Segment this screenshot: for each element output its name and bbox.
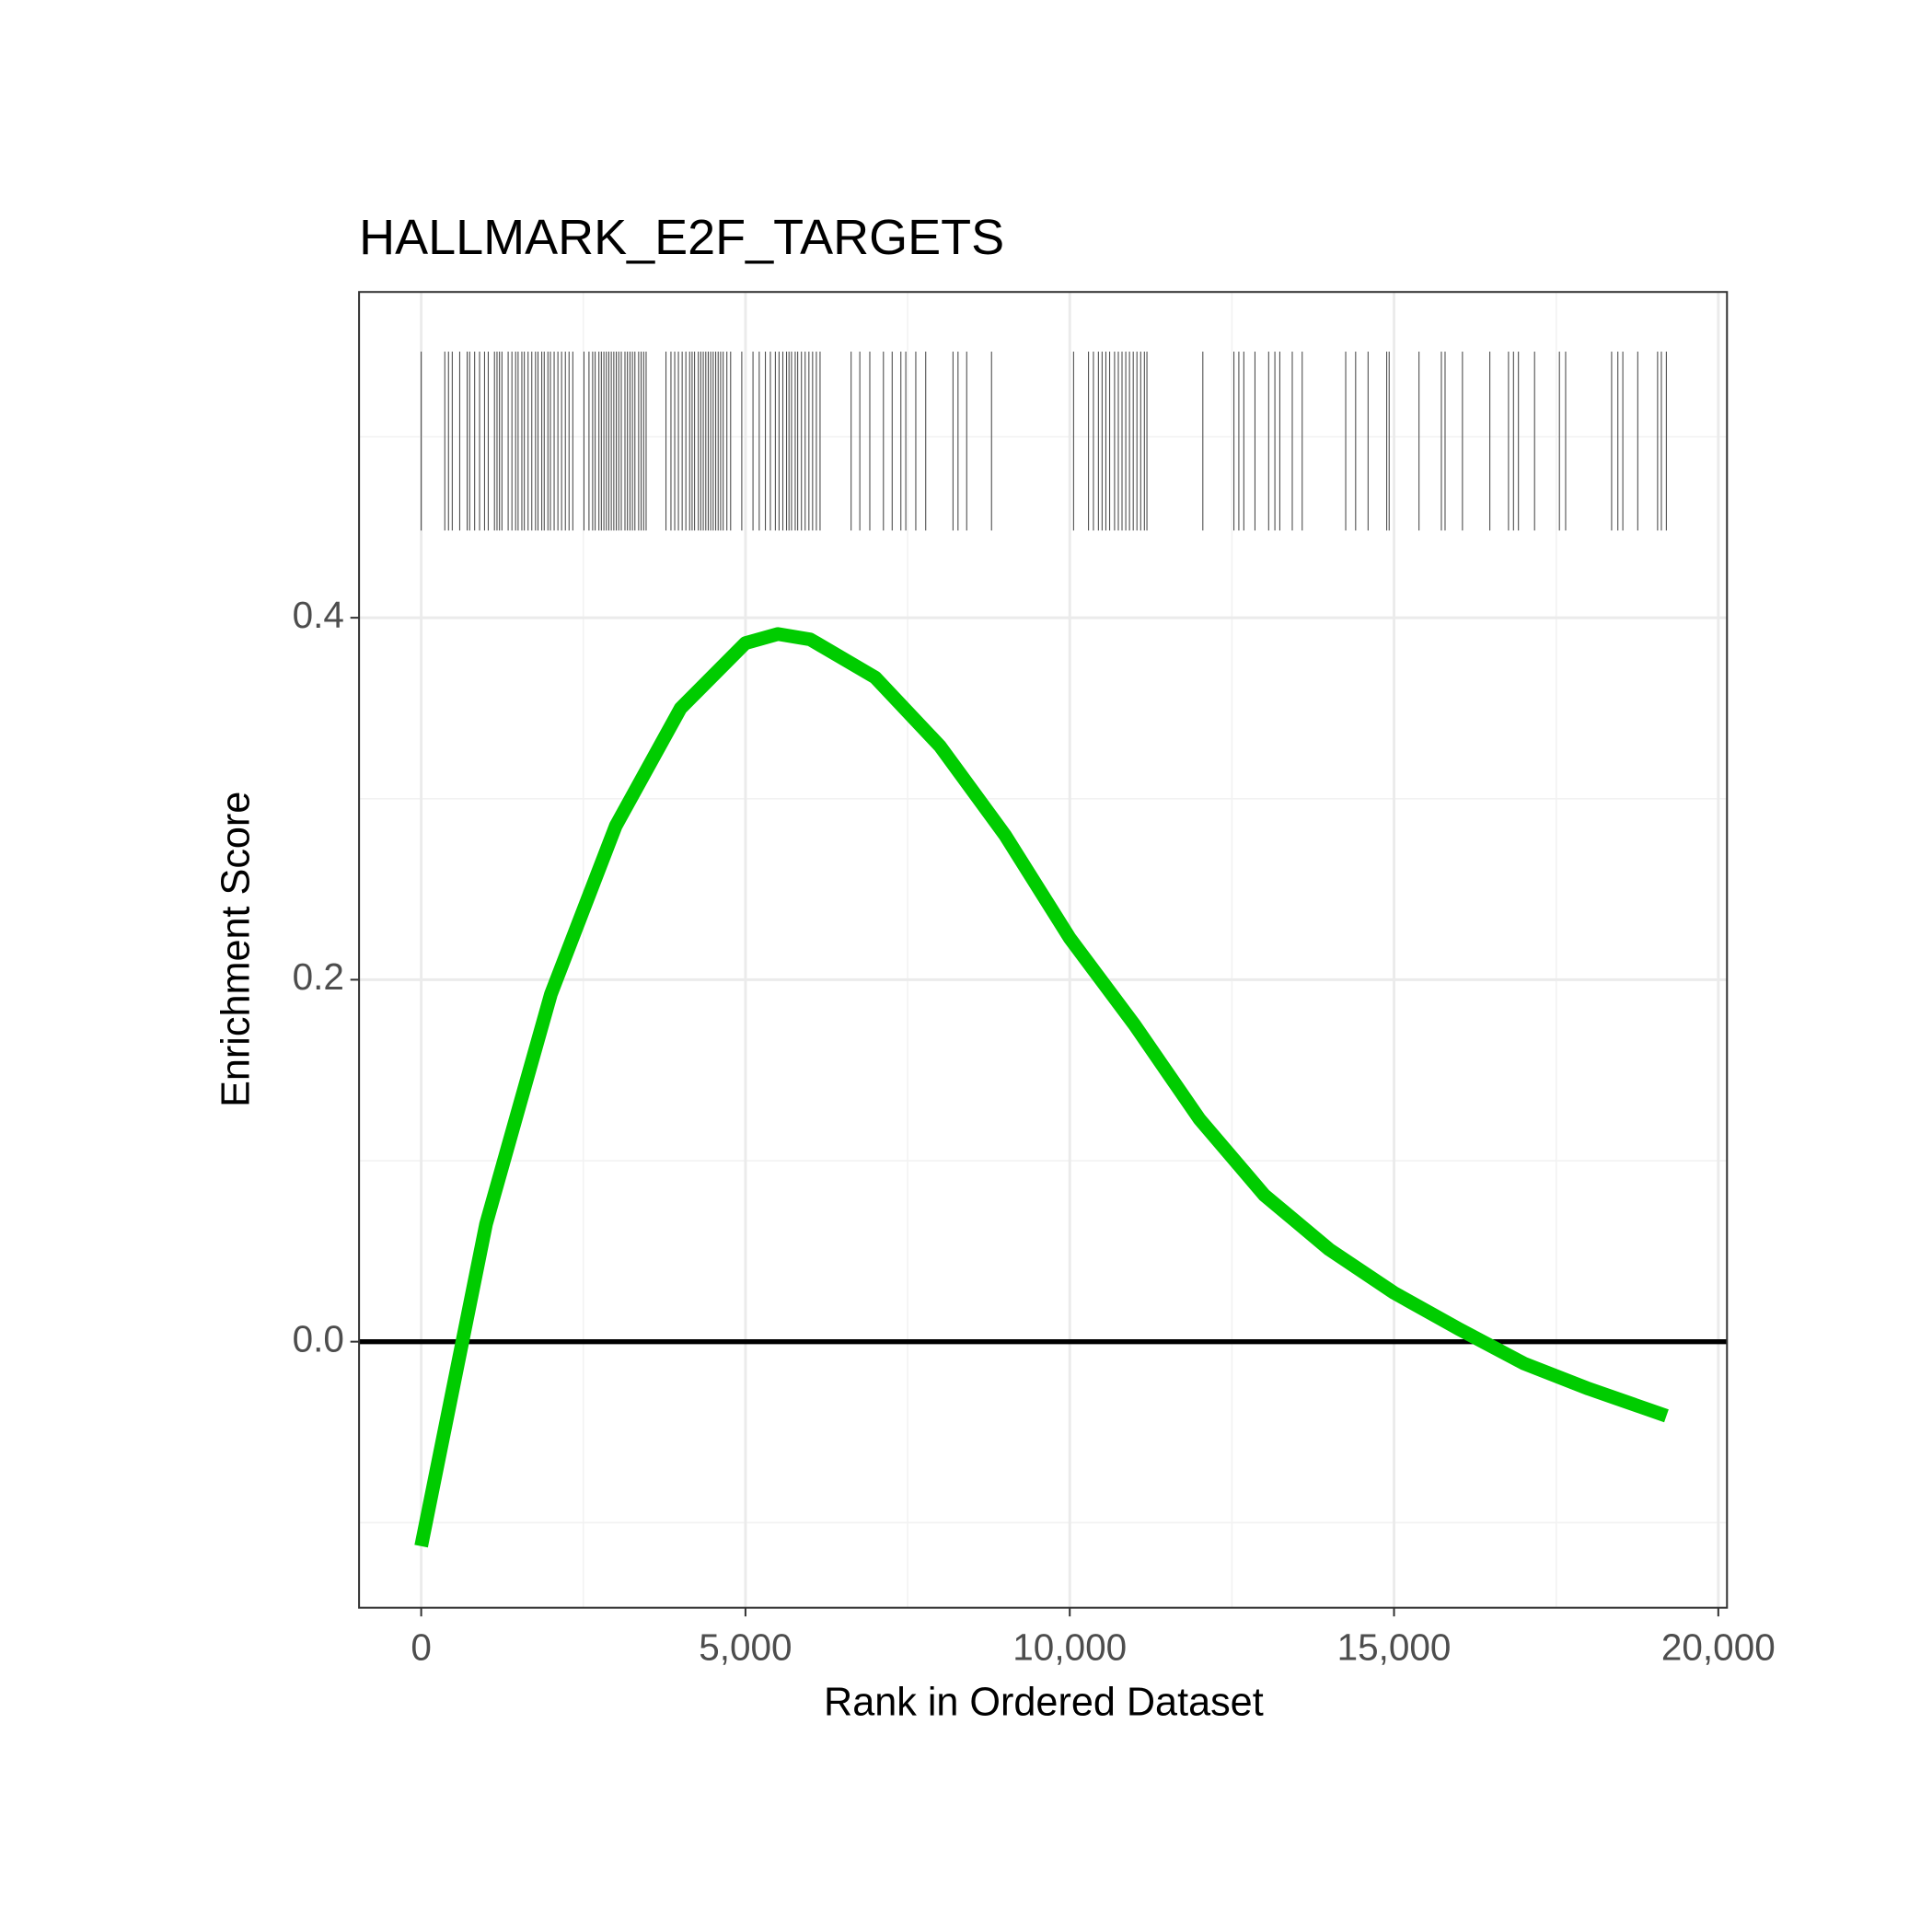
x-tick-label: 0 — [411, 1625, 432, 1668]
y-tick-label: 0.0 — [293, 1317, 344, 1359]
x-axis-title: Rank in Ordered Dataset — [824, 1680, 1264, 1724]
y-axis-title: Enrichment Score — [214, 792, 259, 1107]
x-tick-label: 5,000 — [699, 1625, 792, 1668]
x-tick-label: 15,000 — [1337, 1625, 1452, 1668]
x-tick-label: 10,000 — [1012, 1625, 1127, 1668]
x-tick-label: 20,000 — [1661, 1625, 1776, 1668]
es-line — [414, 627, 1669, 1548]
y-tick-label: 0.4 — [293, 594, 344, 636]
chart-title: HALLMARK_E2F_TARGETS — [359, 210, 1004, 265]
y-tick-label: 0.2 — [293, 955, 344, 998]
panel-border — [358, 291, 1729, 1609]
